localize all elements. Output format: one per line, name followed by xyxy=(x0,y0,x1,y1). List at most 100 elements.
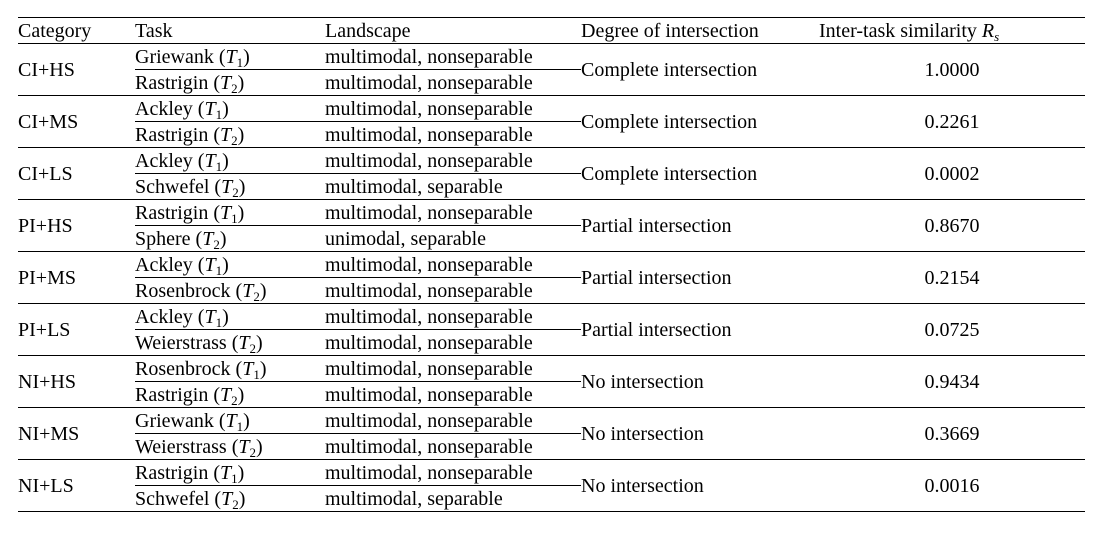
task-name: Ackley xyxy=(135,253,193,276)
category-cell: CI+HS xyxy=(18,43,135,96)
task-cell: Sphere (T2) xyxy=(135,225,325,252)
similarity-cell: 0.0002 xyxy=(819,147,1085,200)
task-cell: Ackley (T1) xyxy=(135,251,325,278)
task-symbol: T xyxy=(225,45,237,68)
task-symbol: T xyxy=(220,201,232,224)
table-row: NI+HS Rosenbrock (T1) multimodal, nonsepar… xyxy=(18,355,1085,408)
degree-cell: No intersection xyxy=(581,355,819,408)
task-cell: Ackley (T1) xyxy=(135,303,325,330)
task-cell: Rastrigin (T1) xyxy=(135,199,325,226)
benchmark-table: Category Task Landscape Degree of inters… xyxy=(18,17,1085,512)
task-subscript: 2 xyxy=(231,80,238,96)
table-row: NI+LS Rastrigin (T1) multimodal, nonsepara… xyxy=(18,459,1085,512)
degree-cell: No intersection xyxy=(581,407,819,460)
task-symbol: T xyxy=(220,383,232,406)
task-cell: Rosenbrock (T2) xyxy=(135,277,325,304)
task-symbol: T xyxy=(204,149,216,172)
table-row: Sphere (T2) unimodal, separable xyxy=(18,225,1085,252)
task-cell: Griewank (T1) xyxy=(135,43,325,70)
header-degree: Degree of intersection xyxy=(581,17,819,44)
task-subscript: 2 xyxy=(232,496,239,512)
landscape-cell: multimodal, nonseparable xyxy=(325,147,581,174)
degree-cell: Complete intersection xyxy=(581,147,819,200)
similarity-cell: 0.3669 xyxy=(819,407,1085,460)
task-subscript: 1 xyxy=(231,210,238,226)
category-cell: NI+MS xyxy=(18,407,135,460)
task-name: Rastrigin xyxy=(135,123,209,146)
task-name: Rosenbrock xyxy=(135,279,231,302)
landscape-cell: multimodal, separable xyxy=(325,485,581,512)
table-row: Rastrigin (T2) multimodal, nonseparable xyxy=(18,69,1085,96)
landscape-cell: multimodal, nonseparable xyxy=(325,303,581,330)
task-symbol: T xyxy=(204,97,216,120)
task-subscript: 1 xyxy=(236,54,244,70)
table-row: PI+LS Ackley (T1) multimodal, nonseparable… xyxy=(18,303,1085,356)
landscape-cell: multimodal, nonseparable xyxy=(325,121,581,148)
task-name: Ackley xyxy=(135,97,193,120)
landscape-cell: multimodal, nonseparable xyxy=(325,459,581,486)
similarity-cell: 1.0000 xyxy=(819,43,1085,96)
similarity-cell: 0.8670 xyxy=(819,199,1085,252)
table-row: Rosenbrock (T2) multimodal, nonseparable xyxy=(18,277,1085,304)
header-landscape: Landscape xyxy=(325,17,581,44)
header-row: Category Task Landscape Degree of inters… xyxy=(18,17,1085,44)
landscape-cell: multimodal, nonseparable xyxy=(325,43,581,70)
task-subscript: 1 xyxy=(215,106,223,122)
table-row: CI+LS Ackley (T1) multimodal, nonseparable… xyxy=(18,147,1085,200)
task-subscript: 2 xyxy=(231,392,238,408)
table-row: Rastrigin (T2) multimodal, nonseparable xyxy=(18,381,1085,408)
similarity-cell: 0.0725 xyxy=(819,303,1085,356)
landscape-cell: multimodal, nonseparable xyxy=(325,381,581,408)
similarity-cell: 0.0016 xyxy=(819,459,1085,512)
task-symbol: T xyxy=(225,409,237,432)
task-symbol: T xyxy=(220,461,232,484)
table-row: CI+HS Griewank (T1) multimodal, nonseparab… xyxy=(18,43,1085,96)
task-name: Rastrigin xyxy=(135,201,209,224)
table-row: PI+MS Ackley (T1) multimodal, nonseparable… xyxy=(18,251,1085,304)
task-subscript: 2 xyxy=(213,236,220,252)
task-symbol: T xyxy=(238,435,250,458)
task-name: Sphere xyxy=(135,227,191,250)
task-symbol: T xyxy=(221,175,233,198)
task-symbol: T xyxy=(220,123,232,146)
landscape-cell: multimodal, nonseparable xyxy=(325,329,581,356)
landscape-cell: multimodal, nonseparable xyxy=(325,95,581,122)
degree-cell: Partial intersection xyxy=(581,251,819,304)
task-name: Schwefel xyxy=(135,175,210,198)
table-header: Category Task Landscape Degree of inters… xyxy=(18,17,1085,44)
task-symbol: T xyxy=(202,227,214,250)
landscape-cell: multimodal, nonseparable xyxy=(325,433,581,460)
task-name: Griewank xyxy=(135,45,214,68)
task-subscript: 1 xyxy=(231,470,238,486)
table-row: Rastrigin (T2) multimodal, nonseparable xyxy=(18,121,1085,148)
task-name: Ackley xyxy=(135,305,193,328)
task-cell: Ackley (T1) xyxy=(135,147,325,174)
header-similarity-sub: s xyxy=(994,28,1000,44)
degree-cell: Partial intersection xyxy=(581,303,819,356)
task-name: Weierstrass xyxy=(135,331,227,354)
header-similarity: Inter-task similarity Rs xyxy=(819,17,1085,44)
task-cell: Schwefel (T2) xyxy=(135,173,325,200)
table-row: PI+HS Rastrigin (T1) multimodal, nonsepara… xyxy=(18,199,1085,252)
similarity-cell: 0.2154 xyxy=(819,251,1085,304)
task-name: Weierstrass xyxy=(135,435,227,458)
task-name: Griewank xyxy=(135,409,214,432)
degree-cell: Complete intersection xyxy=(581,95,819,148)
task-name: Schwefel xyxy=(135,487,210,510)
category-cell: PI+MS xyxy=(18,251,135,304)
task-subscript: 1 xyxy=(236,418,244,434)
task-subscript: 1 xyxy=(215,314,223,330)
table-row: CI+MS Ackley (T1) multimodal, nonseparable… xyxy=(18,95,1085,148)
similarity-cell: 0.9434 xyxy=(819,355,1085,408)
table-row: Schwefel (T2) multimodal, separable xyxy=(18,485,1085,512)
landscape-cell: unimodal, separable xyxy=(325,225,581,252)
task-symbol: T xyxy=(221,487,233,510)
task-symbol: T xyxy=(220,71,232,94)
task-subscript: 1 xyxy=(215,158,223,174)
category-cell: PI+LS xyxy=(18,303,135,356)
landscape-cell: multimodal, separable xyxy=(325,173,581,200)
task-subscript: 2 xyxy=(253,288,260,304)
task-name: Rastrigin xyxy=(135,461,209,484)
task-symbol: T xyxy=(238,331,250,354)
